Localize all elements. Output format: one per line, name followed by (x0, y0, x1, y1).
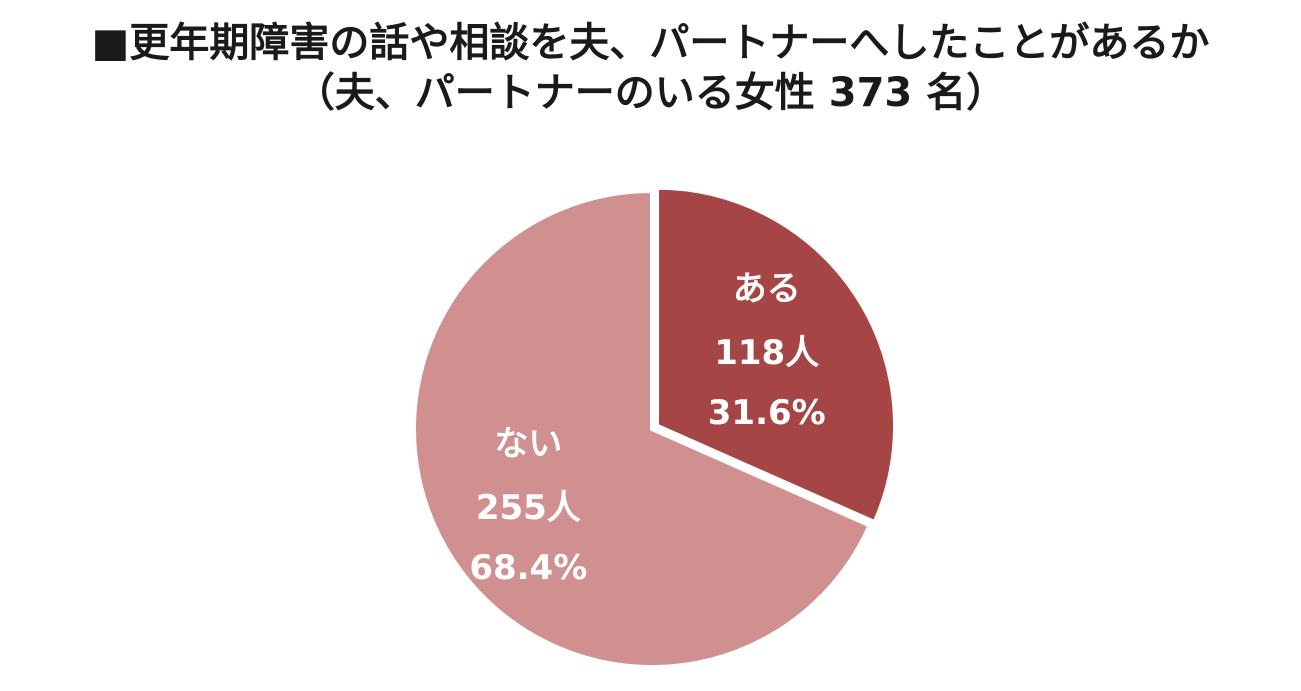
slice-label-name-aru: ある (733, 269, 801, 309)
chart-title: ■更年期障害の話や相談を夫、パートナーへしたことがあるか （夫、パートナーのいる… (0, 18, 1301, 118)
slice-label-count-nai: 255人 (476, 488, 581, 528)
pie-labels: ある 118人 31.6% ない 255人 68.4% (469, 269, 825, 588)
slice-label-count-aru: 118人 (714, 333, 819, 373)
chart-title-line1: ■更年期障害の話や相談を夫、パートナーへしたことがあるか (91, 20, 1210, 66)
pie-slice-aru (655, 185, 898, 525)
slice-label-percent-nai: 68.4% (469, 548, 587, 588)
chart-title-line2: （夫、パートナーのいる女性 373 名） (294, 70, 1007, 116)
pie-slices (412, 185, 898, 669)
slice-label-percent-aru: 31.6% (708, 393, 826, 433)
pie-slice-nai (412, 188, 873, 669)
slice-label-name-nai: ない (494, 424, 562, 464)
